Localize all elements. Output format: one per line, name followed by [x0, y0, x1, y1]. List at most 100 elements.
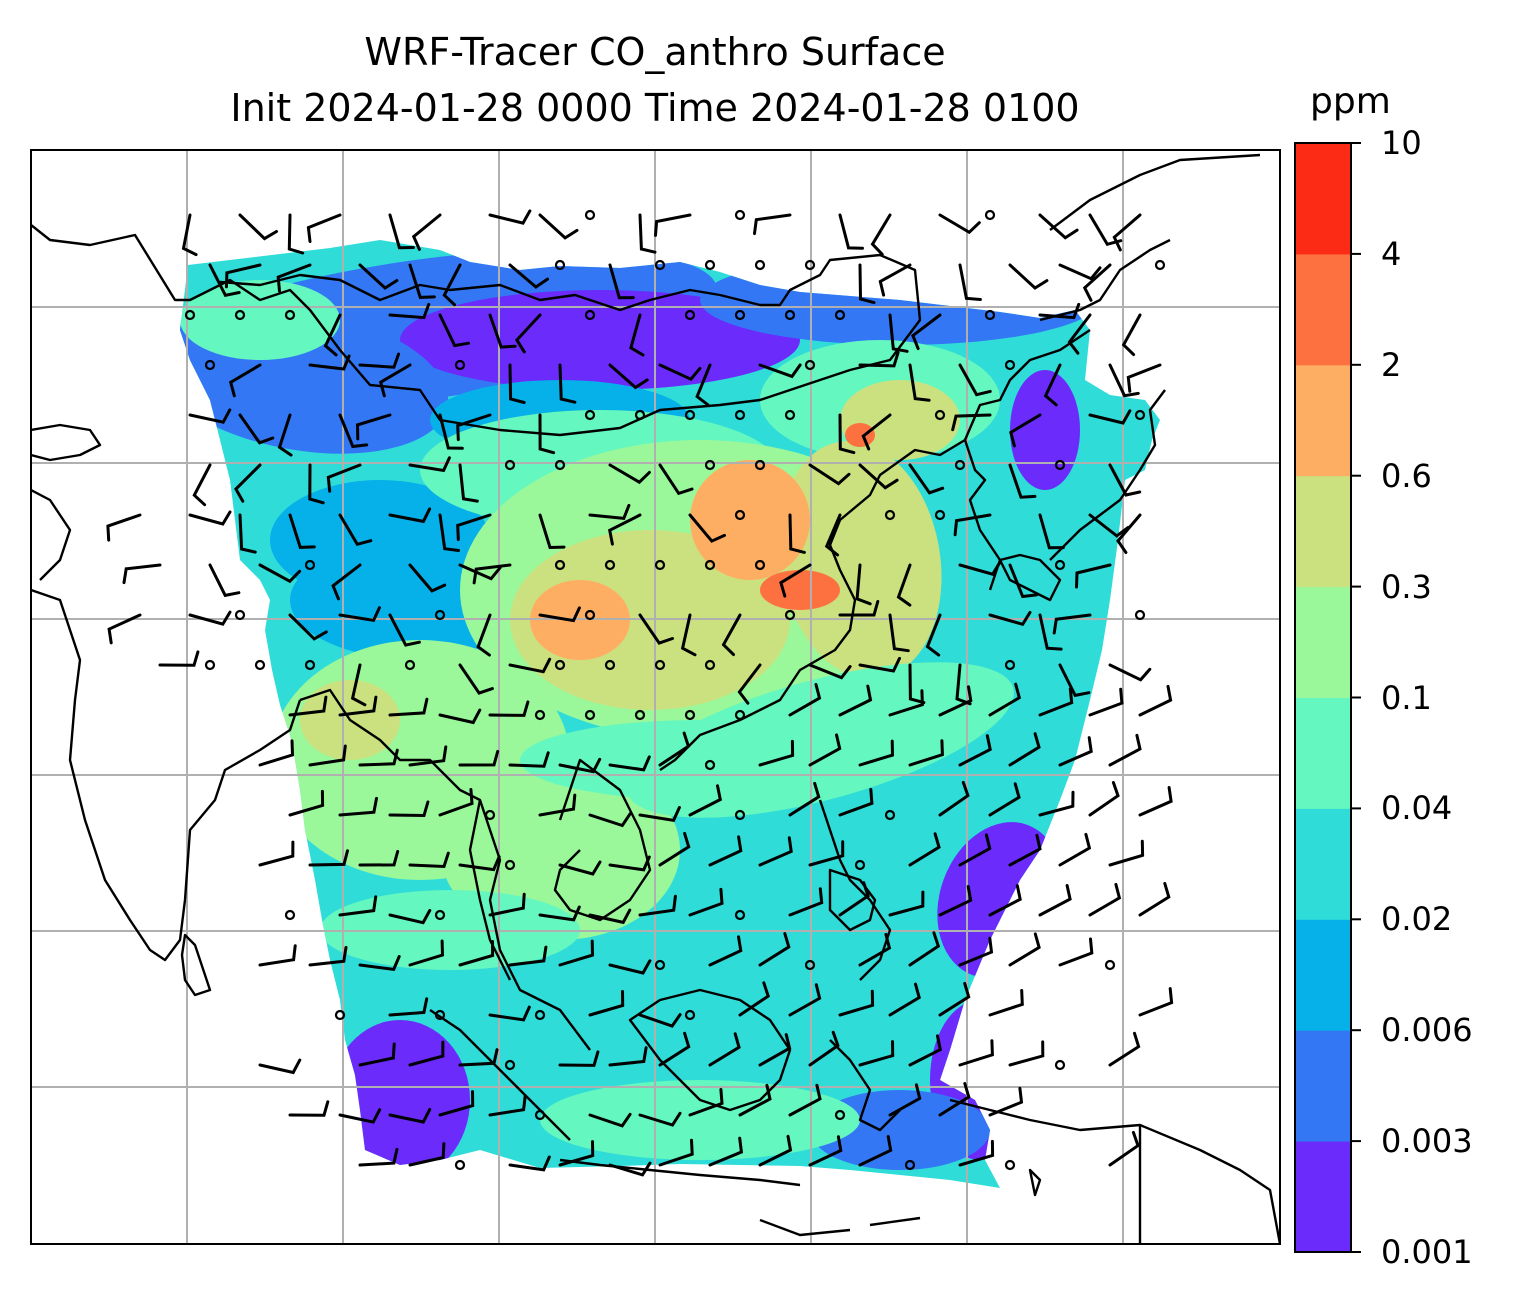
field-contour — [330, 1020, 470, 1180]
wind-barb — [488, 1005, 531, 1022]
wind-barb — [181, 213, 198, 257]
calm-wind-marker — [534, 1009, 546, 1021]
wind-barb — [838, 787, 874, 817]
calm-wind-marker — [554, 259, 566, 271]
wind-barb — [358, 748, 399, 767]
wind-barb — [638, 894, 677, 917]
wind-barb — [908, 1034, 942, 1067]
wind-barb — [288, 1100, 330, 1117]
wind-barb — [721, 613, 742, 657]
wind-barb — [258, 944, 297, 967]
wind-barb — [192, 463, 212, 507]
wind-barb — [326, 463, 362, 493]
wind-barb — [558, 939, 595, 967]
wind-barb — [958, 263, 982, 301]
wind-barb — [408, 745, 448, 767]
chart-title-line-2: Init 2024-01-28 0000 Time 2024-01-28 010… — [230, 86, 1080, 130]
wind-barb — [888, 1083, 922, 1117]
wind-barb — [1067, 313, 1092, 355]
calm-wind-marker — [734, 409, 746, 421]
wind-barb — [658, 731, 691, 767]
calm-wind-marker — [704, 759, 716, 771]
calm-wind-marker — [654, 559, 666, 571]
wind-barb — [788, 513, 806, 554]
calm-wind-marker — [254, 659, 266, 671]
wind-barb — [388, 507, 432, 524]
wind-barb — [758, 739, 795, 767]
colorbar-unit-label: ppm — [1310, 81, 1391, 122]
calm-wind-marker — [404, 659, 416, 671]
wind-barb — [608, 1161, 652, 1177]
calm-wind-marker — [1004, 659, 1016, 671]
calm-wind-marker — [934, 409, 946, 421]
calm-wind-marker — [784, 309, 796, 321]
calm-wind-marker — [804, 959, 816, 971]
wind-barb — [106, 513, 142, 542]
wind-barb — [838, 600, 880, 617]
calm-wind-marker — [204, 359, 216, 371]
wind-barb — [1052, 613, 1092, 635]
wind-barb — [388, 800, 430, 818]
wind-barb — [288, 513, 316, 549]
field-contour — [540, 1080, 860, 1160]
wind-barb — [888, 982, 921, 1017]
wind-barb — [908, 739, 944, 767]
wind-barb — [1088, 409, 1132, 425]
calm-wind-marker — [1054, 1059, 1066, 1071]
wind-barb — [908, 463, 945, 495]
wind-barb — [538, 606, 581, 623]
wind-barb — [858, 463, 899, 490]
wind-barb — [858, 739, 895, 767]
calm-wind-marker — [504, 1059, 516, 1071]
wind-barb — [258, 739, 295, 767]
wind-barb — [908, 931, 941, 967]
wind-barb — [638, 613, 674, 645]
wind-barb — [958, 936, 994, 967]
coastline-segment — [1028, 1168, 1042, 1197]
wind-barb — [938, 213, 981, 235]
calm-wind-marker — [1054, 559, 1066, 571]
calm-wind-marker — [684, 709, 696, 721]
wind-barb — [1038, 513, 1065, 550]
calm-wind-marker — [734, 709, 746, 721]
wind-barb — [538, 213, 579, 240]
wind-barb — [588, 1112, 632, 1128]
wind-barb — [358, 955, 401, 972]
wind-barb — [234, 463, 262, 503]
wind-barb — [408, 456, 451, 473]
colorbar-tick-label: 2 — [1381, 345, 1402, 384]
wind-barb — [308, 945, 348, 967]
wind-barb — [458, 663, 494, 695]
calm-wind-marker — [704, 459, 716, 471]
colorbar-band — [1295, 808, 1351, 920]
colorbar-band — [1295, 697, 1351, 809]
wind-barb — [1038, 302, 1081, 320]
calm-wind-marker — [854, 859, 866, 871]
colorbar-band — [1295, 1141, 1351, 1253]
wind-barb — [308, 849, 349, 867]
wind-barb — [958, 1039, 994, 1067]
colorbar-tick-label: 0.04 — [1381, 789, 1453, 828]
wind-barb — [708, 935, 743, 967]
calm-wind-marker — [604, 559, 616, 571]
calm-wind-marker — [1134, 609, 1146, 621]
coastline-segment — [828, 868, 877, 932]
wind-barb — [308, 463, 325, 505]
wind-barb — [288, 695, 328, 717]
calm-wind-marker — [1104, 959, 1116, 971]
wind-barb — [938, 780, 970, 817]
wind-barb — [958, 560, 1002, 576]
wind-barb — [388, 213, 415, 250]
wind-barb — [258, 1058, 302, 1075]
calm-wind-marker — [584, 709, 596, 721]
wind-barb — [1008, 563, 1039, 599]
wind-barb — [688, 513, 726, 543]
wind-barb — [654, 213, 692, 237]
calm-wind-marker — [1004, 1159, 1016, 1171]
wind-barb — [338, 413, 369, 449]
wind-barb — [358, 352, 401, 369]
calm-wind-marker — [654, 259, 666, 271]
coastline-segment — [628, 988, 792, 1112]
wind-barb — [858, 263, 876, 305]
wind-barb — [388, 1108, 432, 1124]
